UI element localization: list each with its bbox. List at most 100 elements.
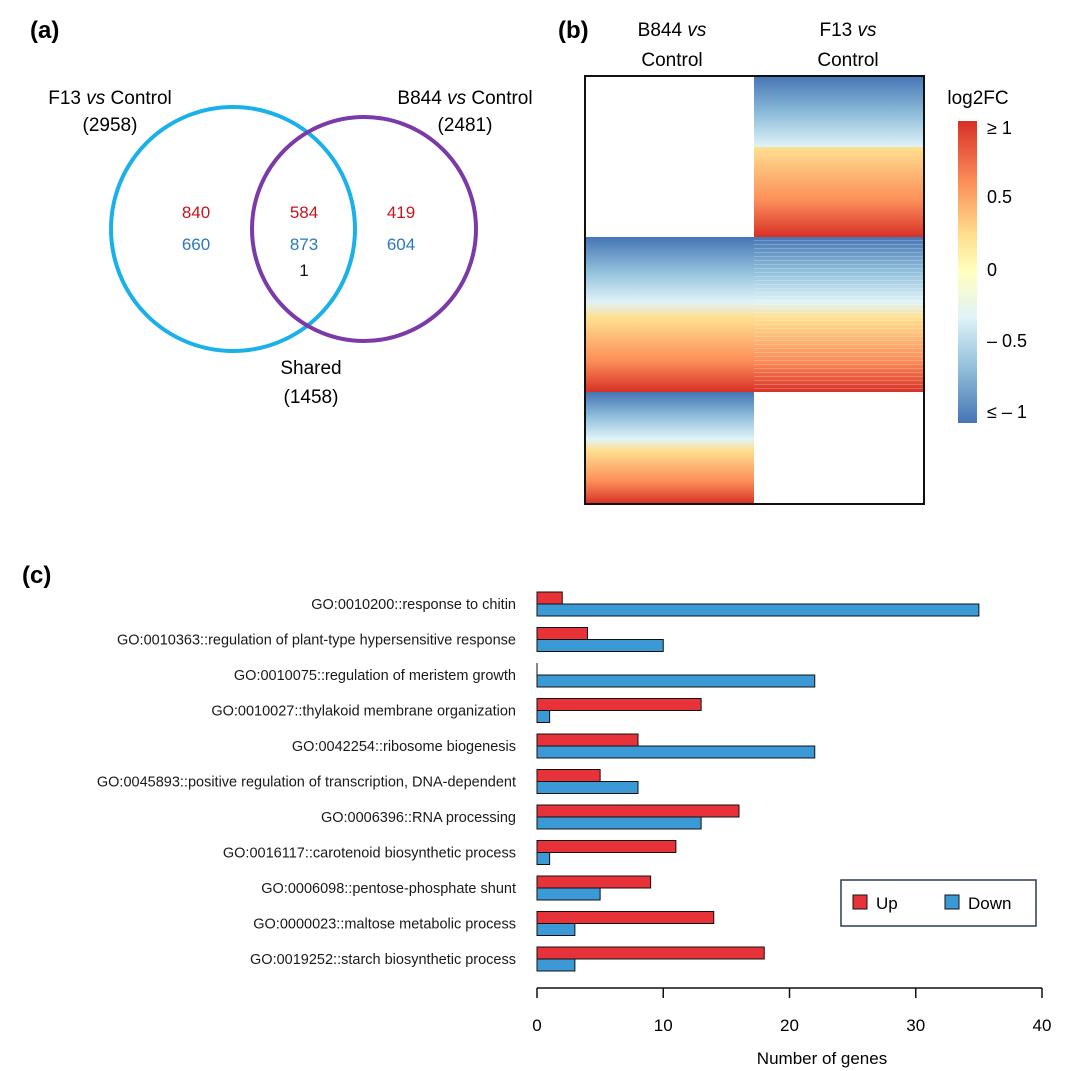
heatmap-stripe	[754, 288, 924, 289]
venn-right-count: (2481)	[438, 115, 493, 136]
heatmap-stripe	[754, 272, 924, 273]
heatmap-stripe	[754, 388, 924, 389]
venn-left-up: 840	[182, 203, 210, 222]
heatmap-stripe	[754, 244, 924, 245]
venn-right-title: B844 vs Control	[397, 88, 532, 109]
bar-down	[536, 603, 980, 617]
category-label: GO:0006098::pentose-phosphate shunt	[261, 881, 516, 897]
heatmap-stripe	[754, 320, 924, 321]
bar-down	[536, 852, 551, 865]
colorbar-title: log2FC	[947, 88, 1008, 109]
heatmap-stripe	[754, 300, 924, 301]
heatmap-stripe	[754, 340, 924, 341]
bar-up	[536, 769, 601, 782]
heatmap-stripe	[754, 348, 924, 349]
category-label: GO:0010075::regulation of meristem growt…	[234, 668, 516, 684]
category-label: GO:0010027::thylakoid membrane organizat…	[211, 704, 516, 720]
heatmap	[584, 75, 925, 505]
heatmap-stripe	[754, 360, 924, 361]
colorbar-tick-zero: 0	[987, 260, 997, 280]
heatmap-col1-header-line2: Control	[641, 50, 702, 71]
legend-label-up: Up	[876, 894, 898, 913]
panel-letter-a: (a)	[30, 17, 59, 44]
bar-down	[536, 923, 576, 936]
heatmap-stripe	[754, 296, 924, 297]
heatmap-stripe	[754, 336, 924, 337]
heatmap-stripe	[754, 372, 924, 373]
legend-box	[840, 879, 1037, 927]
x-tick-label: 0	[532, 1016, 541, 1035]
venn-left-title: F13 vs Control	[48, 88, 172, 109]
heatmap-stripe	[754, 376, 924, 377]
bar-up	[536, 698, 702, 711]
heatmap-stripe	[754, 324, 924, 325]
colorbar	[958, 121, 977, 423]
heatmap-stripe	[754, 380, 924, 381]
legend-swatch-up	[852, 894, 868, 910]
heatmap-stripe	[754, 292, 924, 293]
bar-down	[536, 710, 551, 723]
heatmap-stripe	[754, 240, 924, 241]
category-label: GO:0006396::RNA processing	[321, 810, 516, 826]
bar-up	[536, 875, 652, 889]
heatmap-stripe	[754, 256, 924, 257]
bar-up	[536, 627, 588, 640]
heatmap-stripe	[754, 264, 924, 265]
heatmap-col2-block-down	[754, 76, 924, 147]
heatmap-stripe	[754, 280, 924, 281]
venn-shared-title: Shared	[280, 358, 341, 379]
bar-up	[536, 911, 715, 924]
heatmap-col2-shared-stripes	[754, 240, 924, 389]
venn-circle-left	[109, 105, 357, 353]
panel-letter-b: (b)	[558, 17, 589, 44]
bar-up	[536, 804, 740, 818]
category-label: GO:0019252::starch biosynthetic process	[250, 952, 516, 968]
bar-down	[536, 781, 639, 794]
x-axis-title: Number of genes	[757, 1049, 887, 1068]
heatmap-stripe	[754, 268, 924, 269]
heatmap-stripe	[754, 356, 924, 357]
heatmap-col2-header: F13 vs	[819, 20, 877, 41]
heatmap-col1-header: B844 vs	[638, 20, 707, 41]
bar-down	[536, 639, 664, 652]
category-label: GO:0010200::response to chitin	[311, 597, 516, 613]
bar-up	[536, 946, 765, 960]
heatmap-stripe	[754, 384, 924, 385]
heatmap-col2-block-shared	[754, 237, 924, 392]
heatmap-stripe	[754, 260, 924, 261]
venn-circle-right	[250, 115, 478, 343]
venn-left-down: 660	[182, 235, 210, 254]
heatmap-col1-block-unique	[585, 392, 754, 504]
heatmap-stripe	[754, 344, 924, 345]
heatmap-stripe	[754, 352, 924, 353]
category-label: GO:0045893::positive regulation of trans…	[97, 775, 516, 791]
bar-down	[536, 674, 816, 688]
bar-down	[536, 958, 576, 972]
category-label: GO:0010363::regulation of plant-type hyp…	[117, 633, 516, 649]
heatmap-stripe	[754, 328, 924, 329]
heatmap-stripe	[754, 252, 924, 253]
venn-left-count: (2958)	[83, 115, 138, 136]
bar-up	[536, 733, 639, 747]
x-tick-label: 10	[654, 1016, 673, 1035]
panel-letter-c: (c)	[22, 562, 51, 589]
venn-right-down: 604	[387, 235, 415, 254]
heatmap-col2-header-line2: Control	[817, 50, 878, 71]
colorbar-tick-neg-half: – 0.5	[987, 331, 1027, 351]
venn-shared-up: 584	[290, 203, 318, 222]
bar-down	[536, 816, 702, 830]
heatmap-stripe	[754, 284, 924, 285]
colorbar-tick-min: ≤ – 1	[987, 402, 1027, 422]
heatmap-stripe	[754, 316, 924, 317]
category-label: GO:0042254::ribosome biogenesis	[292, 739, 516, 755]
legend-swatch-down	[944, 894, 960, 910]
x-tick-label: 30	[906, 1016, 925, 1035]
heatmap-stripe	[754, 368, 924, 369]
heatmap-stripe	[754, 304, 924, 305]
bar-down	[536, 887, 601, 901]
colorbar-tick-half: 0.5	[987, 187, 1012, 207]
venn-right-up: 419	[387, 203, 415, 222]
bar-up	[536, 840, 677, 853]
heatmap-stripe	[754, 308, 924, 309]
